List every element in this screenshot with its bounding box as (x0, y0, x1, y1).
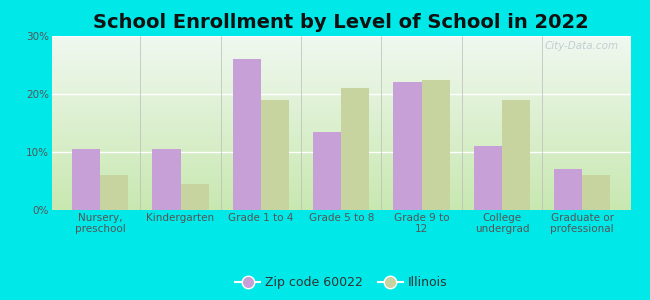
Bar (393, 82, 422, 210)
Bar (100, 175, 128, 210)
Bar (313, 132, 341, 210)
Bar (233, 59, 261, 210)
Bar (582, 175, 610, 210)
Bar (422, 80, 450, 210)
Bar (341, 88, 369, 210)
Bar (502, 100, 530, 210)
Text: City-Data.com: City-Data.com (545, 41, 619, 51)
Title: School Enrollment by Level of School in 2022: School Enrollment by Level of School in … (94, 13, 589, 32)
Bar (153, 149, 181, 210)
Bar (261, 100, 289, 210)
Bar (72, 149, 100, 210)
Legend: Zip code 60022, Illinois: Zip code 60022, Illinois (230, 271, 452, 294)
Bar (181, 184, 209, 210)
Bar (474, 146, 502, 210)
Bar (554, 169, 582, 210)
